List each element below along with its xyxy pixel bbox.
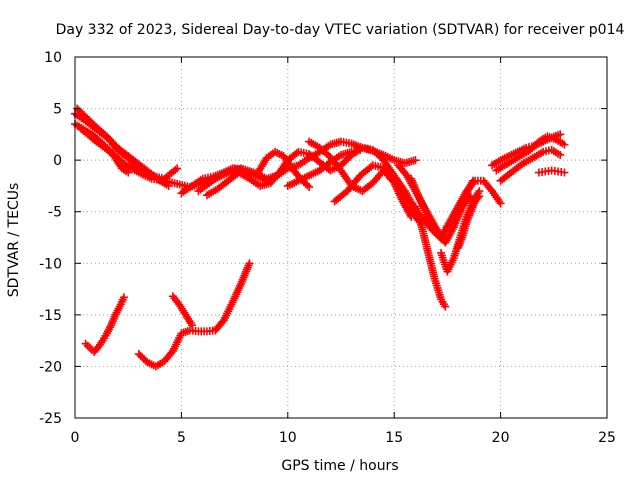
data-point-fill bbox=[292, 149, 301, 158]
series-sat-track-20 bbox=[534, 166, 569, 177]
data-point-fill bbox=[367, 162, 376, 171]
data-point bbox=[305, 182, 314, 191]
series-sat-track-12 bbox=[411, 202, 450, 311]
series-sat-track-3 bbox=[71, 109, 182, 183]
data-point bbox=[556, 150, 565, 159]
data-point-fill bbox=[473, 193, 482, 202]
x-tick-label: 0 bbox=[71, 430, 80, 446]
series-sat-track-22 bbox=[134, 259, 254, 371]
data-point bbox=[468, 176, 477, 185]
y-tick-label: 0 bbox=[53, 153, 62, 169]
series-sat-track-8 bbox=[283, 145, 365, 190]
y-tick-label: -10 bbox=[39, 256, 62, 272]
x-tick-label: 25 bbox=[598, 430, 616, 446]
y-tick-label: 10 bbox=[44, 50, 62, 66]
x-tick-label: 20 bbox=[492, 430, 510, 446]
data-point bbox=[173, 164, 182, 173]
data-points bbox=[71, 104, 569, 371]
data-point-fill bbox=[171, 165, 180, 174]
data-point bbox=[411, 156, 420, 165]
data-point bbox=[245, 259, 254, 268]
data-point bbox=[441, 302, 450, 311]
plot-area-border bbox=[74, 56, 608, 419]
x-axis-label: GPS time / hours bbox=[281, 458, 398, 474]
series-sat-track-4 bbox=[77, 125, 133, 177]
data-point-fill bbox=[303, 181, 312, 190]
data-point bbox=[560, 140, 569, 149]
y-tick-label: -15 bbox=[39, 308, 62, 324]
series-sat-track-19 bbox=[496, 145, 565, 185]
data-point bbox=[496, 199, 505, 208]
y-tick-label: -20 bbox=[39, 359, 62, 375]
data-point bbox=[356, 145, 365, 154]
y-tick-label: -25 bbox=[39, 411, 62, 427]
data-point bbox=[556, 130, 565, 139]
y-axis-label: SDTVAR / TECUs bbox=[6, 183, 22, 298]
data-point bbox=[119, 293, 128, 302]
x-tick-label: 15 bbox=[385, 430, 403, 446]
series-sat-track-15 bbox=[454, 192, 484, 252]
series-sat-track-21 bbox=[81, 293, 128, 356]
x-tick-label: 10 bbox=[279, 430, 297, 446]
y-tick-label: -5 bbox=[48, 205, 62, 221]
data-point bbox=[164, 181, 173, 190]
chart-title: Day 332 of 2023, Sidereal Day-to-day VTE… bbox=[56, 22, 625, 38]
series-sat-track-16 bbox=[443, 176, 477, 232]
data-point bbox=[124, 168, 133, 177]
y-tick-label: 5 bbox=[53, 102, 62, 118]
series-sat-track-10 bbox=[330, 161, 424, 227]
data-point bbox=[475, 192, 484, 201]
data-point bbox=[188, 321, 197, 330]
x-tick-label: 5 bbox=[177, 430, 186, 446]
series-sat-track-23 bbox=[168, 292, 197, 330]
data-point bbox=[560, 168, 569, 177]
grid-lines bbox=[75, 57, 607, 418]
series-sat-track-18 bbox=[488, 130, 565, 170]
axis-ticks: 0 5 10 15 20 25 -25 -20 -15 -10 -5 0 5 10 bbox=[39, 50, 616, 446]
